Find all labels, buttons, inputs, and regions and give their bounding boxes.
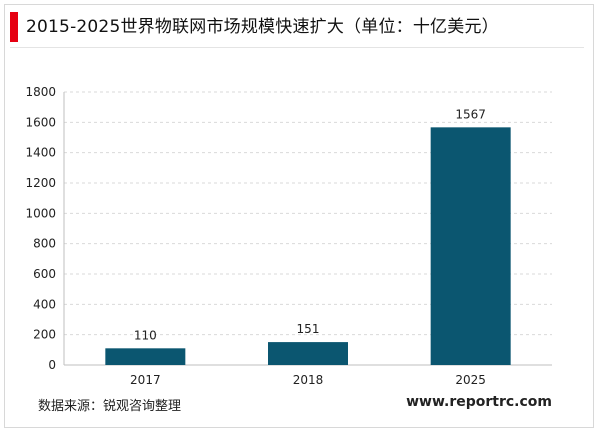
title-accent-bar [10,12,18,42]
y-tick-label: 600 [33,267,56,281]
data-source-note: 数据来源：锐观咨询整理 [38,399,182,414]
y-tick-label: 1200 [25,176,56,190]
data-label-2017: 110 [134,328,157,342]
chart-title: 2015-2025世界物联网市场规模快速扩大（单位：十亿美元） [26,17,499,37]
website-link[interactable]: www.reportrc.com [406,394,552,410]
x-tick-label-2017: 2017 [130,373,161,387]
y-tick-label: 1600 [25,115,56,129]
y-tick-label: 400 [33,297,56,311]
y-tick-label: 800 [33,237,56,251]
x-tick-label-2025: 2025 [455,373,486,387]
title-divider [10,47,584,48]
data-label-2025: 1567 [455,107,486,121]
y-tick-label: 1000 [25,206,56,220]
y-tick-label: 1800 [25,85,56,99]
y-tick-label: 0 [48,358,56,372]
y-tick-label: 200 [33,328,56,342]
data-label-2018: 151 [297,322,320,336]
x-tick-label-2018: 2018 [293,373,324,387]
bar-2018 [268,342,348,365]
bar-2025 [430,127,511,365]
y-tick-label: 1400 [25,146,56,160]
bar-2017 [105,348,186,365]
